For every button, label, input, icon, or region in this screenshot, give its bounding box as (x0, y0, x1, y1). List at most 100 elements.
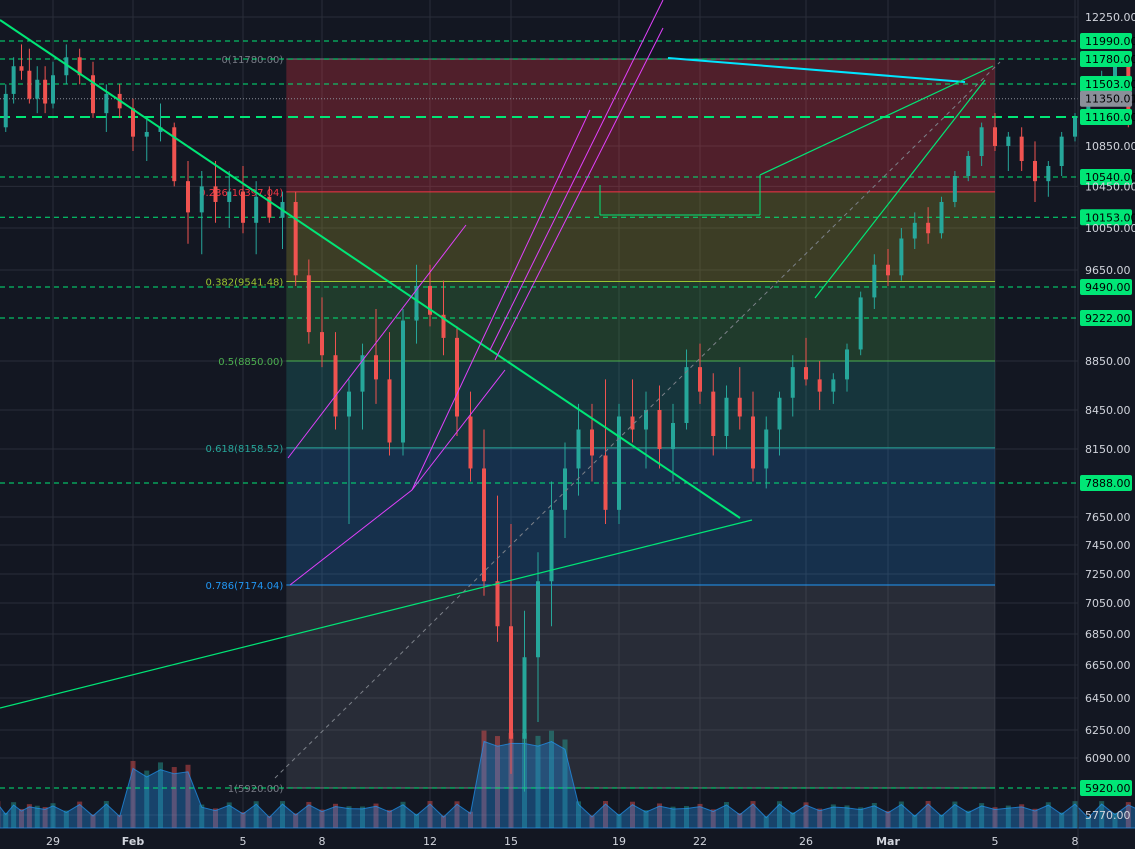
volume-bar (11, 802, 17, 828)
candle-body (172, 127, 177, 182)
volume-bar (266, 816, 272, 828)
fib-level-label: 0.786(7174.04) (206, 581, 284, 592)
price-tick-label: 7650.00 (1085, 511, 1131, 524)
volume-bar (130, 760, 136, 828)
channel-lower-2 (411, 369, 506, 491)
volume-bar (1059, 812, 1065, 828)
price-tag-label: 7888.00 (1085, 477, 1131, 490)
time-axis[interactable]: 29 Feb 5 8 12 15 19 22 26 Mar 5 8 (46, 835, 1079, 848)
wedge-upper (759, 65, 994, 176)
time-tick-label: Feb (122, 835, 145, 848)
candle-body (227, 191, 232, 202)
fibonacci-retracement[interactable]: 0(11780.00)0.236(10397.04)0.382(9541.48)… (199, 55, 995, 795)
candle-body (522, 657, 527, 739)
candle-body (306, 275, 311, 333)
volume-bar (630, 801, 635, 828)
price-tick-label: 8450.00 (1085, 404, 1131, 417)
volume-bar (508, 732, 514, 828)
price-tick-label: 10450.00 (1085, 180, 1135, 193)
fib-zone (286, 585, 995, 788)
volume-bar (19, 808, 24, 828)
candle-body (845, 349, 849, 380)
candle-body (131, 108, 135, 137)
time-tick-label: 8 (1072, 835, 1079, 848)
candle-body (158, 127, 163, 132)
price-tag (1080, 76, 1132, 92)
steep-channel-upper (489, 0, 664, 351)
price-tick-label: 5770.00 (1085, 809, 1131, 822)
volume-bar (670, 806, 676, 828)
candle-body (630, 416, 635, 430)
fib-level-label: 0(11780.00) (221, 55, 283, 66)
time-tick-label: 5 (992, 835, 999, 848)
volume-bar (117, 815, 123, 828)
candle-body (104, 93, 109, 114)
price-tag (1080, 780, 1132, 796)
candle-body (979, 127, 984, 156)
volume-bar (925, 801, 931, 828)
time-tick-label: 5 (240, 835, 247, 848)
volume-bar (333, 803, 338, 828)
candle-body (590, 429, 594, 456)
volume-bar (817, 808, 823, 828)
candle-body (35, 79, 40, 99)
candle-body (952, 176, 957, 202)
volume-bar (1072, 801, 1078, 828)
volume-bar (697, 803, 703, 828)
volume-bar (400, 801, 406, 828)
candle-body (671, 423, 675, 449)
volume-bar (213, 808, 218, 828)
price-tag (1080, 33, 1132, 49)
volume-bar (939, 814, 944, 828)
volume-bar (1032, 808, 1038, 828)
candle-body (186, 181, 190, 213)
volume-bar (562, 739, 568, 828)
candle-body (536, 581, 540, 658)
volume-bar (737, 813, 743, 828)
volume-bar (576, 801, 581, 828)
candle-body (939, 201, 944, 234)
candle-body (617, 416, 621, 510)
candle-body (872, 264, 877, 298)
candle-body (549, 509, 554, 582)
resistance-line (667, 57, 966, 83)
price-axis[interactable]: 12250.00 11990.00 11780.00 11503.00 11350.01… (1077, 0, 1135, 849)
candle-body (254, 196, 259, 223)
volume-bar (63, 810, 69, 828)
candle-body (886, 264, 890, 276)
time-tick-label: 8 (319, 835, 326, 848)
candle-body (858, 297, 863, 350)
candle-body (804, 367, 808, 380)
price-tick-label: 6850.00 (1085, 628, 1131, 641)
channel-lower (289, 489, 413, 586)
candle-body (64, 57, 69, 76)
candle-body (3, 93, 8, 128)
volume-bars (0, 730, 1135, 829)
volume-bar (414, 813, 419, 828)
price-tag-label: 11780.00 (1085, 53, 1135, 66)
trend-drawings[interactable] (0, 0, 1001, 779)
horizontal-levels[interactable] (0, 40, 1078, 789)
candle-body (912, 222, 917, 239)
diagonal-dashed-line (274, 61, 1001, 779)
price-tick-label: 7050.00 (1085, 597, 1131, 610)
time-tick-label: 26 (799, 835, 813, 848)
candle-body (737, 397, 742, 417)
fib-level-label: 0.618(8158.52) (206, 444, 284, 455)
volume-bar (77, 801, 83, 828)
candle-body (1033, 161, 1037, 182)
candle-body (899, 238, 904, 276)
volume-bar (763, 816, 769, 828)
price-tag-label: 10540.00 (1085, 171, 1135, 184)
candle-body (19, 66, 24, 71)
candle-body (441, 314, 446, 338)
volume-bar (50, 803, 56, 828)
fib-level-label: 0.5(8850.00) (218, 357, 283, 368)
volume-bar (603, 801, 608, 828)
long-support-line (0, 519, 753, 709)
candle-body (926, 222, 931, 234)
candle-body (1046, 166, 1051, 182)
time-tick-label: 29 (46, 835, 60, 848)
